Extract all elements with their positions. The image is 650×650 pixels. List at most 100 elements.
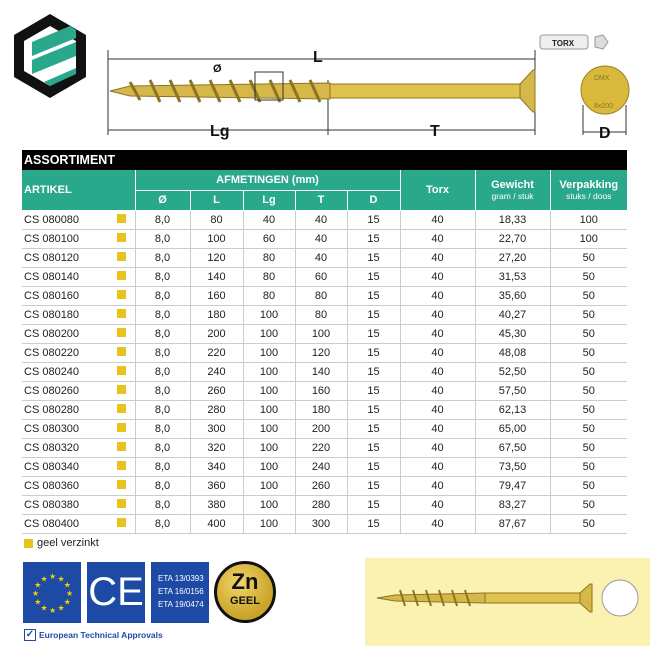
finish-swatch [116, 251, 126, 261]
table-cell: 220 [190, 343, 244, 363]
table-cell: 18,33 [475, 210, 551, 230]
table-cell: 48,08 [475, 343, 551, 363]
table-cell: 40 [400, 248, 476, 268]
finish-swatch-cell [108, 210, 136, 230]
table-cell: 50 [550, 476, 627, 496]
table-cell: 50 [550, 305, 627, 325]
table-cell: 100 [243, 362, 296, 382]
finish-swatch-cell [108, 305, 136, 325]
table-cell: 8,0 [135, 324, 191, 344]
table-cell: 100 [243, 324, 296, 344]
col-dim: D [347, 190, 401, 211]
table-cell: 62,13 [475, 400, 551, 420]
table-cell: 15 [347, 248, 401, 268]
table-row: CS 080100 8,0 100 60 40 15 40 22,70 100 [22, 229, 627, 249]
table-cell: 8,0 [135, 343, 191, 363]
table-cell: 280 [190, 400, 244, 420]
table-cell: 100 [243, 476, 296, 496]
ce-mark: CE [87, 562, 145, 623]
table-cell: CS 080080 [22, 210, 108, 230]
table-cell: 100 [243, 457, 296, 477]
table-cell: CS 080380 [22, 495, 108, 515]
table-cell: 15 [347, 514, 401, 534]
table-cell: 8,0 [135, 229, 191, 249]
table-cell: 15 [347, 267, 401, 287]
table-cell: 80 [190, 210, 244, 230]
finish-swatch [116, 289, 126, 299]
table-cell: 50 [550, 324, 627, 344]
table-cell: 50 [550, 495, 627, 515]
table-row: CS 080080 8,0 80 40 40 15 40 18,33 100 [22, 210, 627, 230]
head-size-mark: 8x200 [594, 103, 613, 110]
finish-swatch [116, 498, 126, 508]
table-cell: 320 [190, 438, 244, 458]
table-cell: 40 [400, 514, 476, 534]
table-cell: CS 080400 [22, 514, 108, 534]
star-icon: ★ [41, 604, 48, 613]
table-row: CS 080400 8,0 400 100 300 15 40 87,67 50 [22, 514, 627, 534]
table-row: CS 080240 8,0 240 100 140 15 40 52,50 50 [22, 362, 627, 382]
finish-swatch [116, 270, 126, 280]
star-icon: ★ [49, 572, 56, 581]
eta-3: ETA 19/0474 [158, 600, 204, 609]
table-cell: 8,0 [135, 362, 191, 382]
table-cell: 40 [400, 305, 476, 325]
table-cell: CS 080100 [22, 229, 108, 249]
table-cell: 15 [347, 476, 401, 496]
col-dim: L [190, 190, 244, 211]
table-cell: 60 [243, 229, 296, 249]
table-row: CS 080300 8,0 300 100 200 15 40 65,00 50 [22, 419, 627, 439]
table-cell: 8,0 [135, 267, 191, 287]
star-icon: ★ [49, 606, 56, 615]
table-cell: 140 [190, 267, 244, 287]
table-cell: 15 [347, 438, 401, 458]
table-cell: 240 [295, 457, 348, 477]
table-cell: 8,0 [135, 419, 191, 439]
table-cell: 8,0 [135, 457, 191, 477]
table-cell: 360 [190, 476, 244, 496]
finish-swatch-cell [108, 495, 136, 515]
label-L: L [313, 49, 323, 66]
table-cell: 160 [295, 381, 348, 401]
table-row: CS 080140 8,0 140 80 60 15 40 31,53 50 [22, 267, 627, 287]
table-cell: 80 [295, 305, 348, 325]
table-row: CS 080180 8,0 180 100 80 15 40 40,27 50 [22, 305, 627, 325]
eta-badge: ETA 13/0393 ETA 16/0156 ETA 19/0474 [151, 562, 209, 623]
table-row: CS 080260 8,0 260 100 160 15 40 57,50 50 [22, 381, 627, 401]
col-dim: Ø [135, 190, 191, 211]
finish-swatch [116, 346, 126, 356]
finish-swatch [116, 422, 126, 432]
table-cell: 40 [400, 476, 476, 496]
table-cell: 31,53 [475, 267, 551, 287]
finish-swatch [116, 479, 126, 489]
table-cell: CS 080320 [22, 438, 108, 458]
table-cell: 340 [190, 457, 244, 477]
col-dim: T [295, 190, 348, 211]
table-cell: 40 [400, 419, 476, 439]
finish-swatch [116, 403, 126, 413]
table-cell: CS 080240 [22, 362, 108, 382]
table-cell: CS 080200 [22, 324, 108, 344]
head-mark: DMX [594, 75, 610, 82]
table-cell: 80 [243, 267, 296, 287]
table-cell: 15 [347, 324, 401, 344]
col-torx: Torx [400, 170, 476, 211]
table-cell: 100 [243, 305, 296, 325]
table-title: ASSORTIMENT [22, 150, 627, 170]
table-cell: 50 [550, 286, 627, 306]
torx-bit-label: TORX [552, 39, 575, 48]
table-cell: 8,0 [135, 381, 191, 401]
table-cell: 57,50 [475, 381, 551, 401]
zn-geel-badge: Zn GEEL [214, 561, 276, 623]
table-cell: 100 [295, 324, 348, 344]
table-cell: 40 [400, 267, 476, 287]
table-cell: 140 [295, 362, 348, 382]
table-cell: 73,50 [475, 457, 551, 477]
table-cell: 40 [400, 362, 476, 382]
table-cell: 260 [295, 476, 348, 496]
star-icon: ★ [58, 604, 65, 613]
table-cell: 40 [400, 229, 476, 249]
table-cell: CS 080340 [22, 457, 108, 477]
table-cell: 15 [347, 286, 401, 306]
table-cell: CS 080160 [22, 286, 108, 306]
